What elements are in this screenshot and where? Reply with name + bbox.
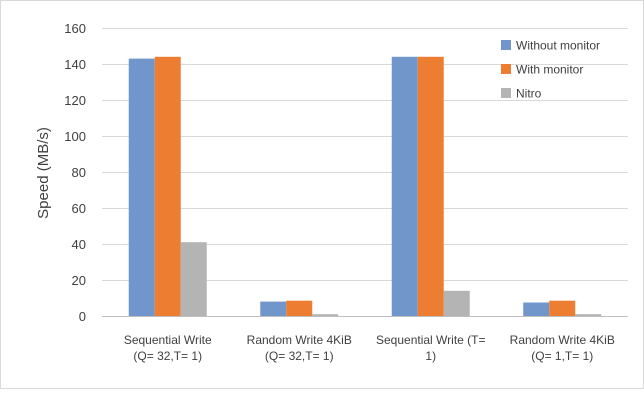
bar-nitro-4 (575, 314, 602, 316)
y-tick-label-80: 80 (72, 165, 86, 180)
bar-with-monitor-4 (549, 300, 576, 316)
legend-swatch-without-monitor (501, 40, 511, 50)
bar-nitro-1 (180, 242, 207, 316)
y-axis-ticks: 0 20 40 60 80 100 120 140 160 (64, 21, 86, 324)
bar-with-monitor-1 (154, 56, 181, 317)
bar-without-monitor-1 (128, 58, 155, 316)
bar-with-monitor-2 (286, 300, 313, 316)
y-tick-label-100: 100 (64, 129, 86, 144)
legend: Without monitor With monitor Nitro (501, 39, 600, 101)
bar-nitro-3 (443, 290, 470, 316)
y-tick-label-0: 0 (79, 309, 86, 324)
y-tick-label-120: 120 (64, 93, 86, 108)
category-label-2-line-2: (Q= 32,T= 1) (265, 349, 334, 363)
category-labels: Sequential Write (Q= 32,T= 1) Random Write… (124, 333, 615, 363)
bar-without-monitor-3 (391, 56, 418, 317)
category-label-4-line-1: Random Write 4KiB (510, 333, 615, 347)
bar-with-monitor-3 (417, 56, 444, 317)
bar-nitro-2 (312, 314, 339, 316)
category-label-4-line-2: (Q= 1,T= 1) (531, 349, 593, 363)
legend-label-without-monitor: Without monitor (516, 39, 600, 53)
category-label-1-line-2: (Q= 32,T= 1) (133, 349, 202, 363)
y-tick-label-20: 20 (72, 273, 86, 288)
y-tick-label-140: 140 (64, 57, 86, 72)
legend-label-nitro: Nitro (516, 87, 542, 101)
y-tick-label-160: 160 (64, 21, 86, 36)
bar-without-monitor-4 (523, 302, 550, 316)
category-label-2-line-1: Random Write 4KiB (247, 333, 352, 347)
y-tick-label-40: 40 (72, 237, 86, 252)
y-tick-label-60: 60 (72, 201, 86, 216)
legend-swatch-nitro (501, 88, 511, 98)
category-label-3-line-1: Sequential Write (T= (376, 333, 486, 347)
bars (128, 56, 602, 317)
legend-label-with-monitor: With monitor (516, 63, 583, 77)
category-label-3-line-2: 1) (425, 349, 436, 363)
y-axis-label: Speed (MB/s) (35, 127, 52, 219)
category-label-1-line-1: Sequential Write (124, 333, 212, 347)
bar-without-monitor-2 (260, 301, 287, 316)
legend-swatch-with-monitor (501, 64, 511, 74)
